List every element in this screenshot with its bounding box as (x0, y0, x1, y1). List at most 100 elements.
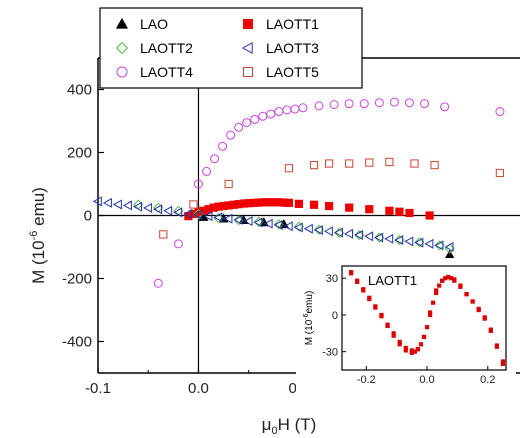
data-point-laott4 (344, 99, 354, 109)
data-point-laott4 (250, 114, 260, 124)
data-point-laott3 (153, 204, 163, 215)
data-point-laott3 (444, 242, 454, 252)
data-point-laott4 (290, 104, 300, 114)
data-point-laott4 (314, 101, 324, 111)
data-point-laott4 (218, 141, 228, 151)
data-point-laott4 (389, 97, 399, 107)
inset-data-point (500, 361, 506, 366)
legend-marker-laott4 (116, 66, 128, 78)
data-point-laott3 (223, 213, 233, 224)
series-laott1 (184, 198, 434, 221)
inset-y-tick-label: 0 (332, 310, 338, 322)
inset-data-point (440, 278, 445, 283)
inset-data-point (488, 328, 493, 333)
data-point-laott5 (430, 161, 439, 170)
legend-label-laott5: LAOTT5 (266, 64, 319, 80)
inset-data-point (424, 325, 430, 330)
inset-data-point (391, 333, 396, 338)
data-point-laott5 (284, 164, 294, 173)
inset-series-label: LAOTT1 (368, 273, 417, 288)
data-point-laott3 (364, 231, 374, 242)
data-point-laott4 (234, 122, 244, 132)
inset-frame (341, 265, 507, 371)
inset-data-point (415, 347, 421, 352)
data-point-laott3 (344, 228, 354, 239)
data-point-laott1 (324, 201, 334, 211)
data-point-laott4 (282, 105, 292, 115)
data-point-laott3 (143, 202, 153, 213)
data-point-laott3 (102, 197, 112, 208)
inset-data-point (373, 305, 378, 310)
legend-label-laott1: LAOTT1 (266, 16, 319, 32)
inset-y-axis-title: M (10-6emu) (303, 291, 315, 346)
inset-y-tick-label: 30 (326, 273, 338, 285)
inset-data-point (427, 310, 433, 315)
x-tick-label: -0.1 (85, 380, 111, 397)
data-point-laott3 (243, 216, 253, 227)
inset-data-point (421, 334, 427, 340)
inset-data-point (470, 299, 475, 304)
inset-data-point (476, 307, 481, 313)
data-point-laott4 (420, 99, 430, 109)
inset-data-point (482, 316, 487, 321)
inset-data-point (379, 314, 384, 319)
inset-x-tick-label: -0.2 (357, 374, 376, 386)
data-point-laott4 (274, 107, 284, 117)
data-point-laott5 (495, 168, 505, 178)
data-point-laott1 (284, 198, 294, 208)
data-point-laott1 (345, 203, 354, 212)
data-point-laott3 (173, 207, 183, 218)
data-point-laott3 (424, 238, 434, 249)
legend-marker-laott5 (243, 67, 253, 77)
data-point-laott4 (258, 111, 268, 121)
data-point-laott3 (414, 237, 424, 248)
data-point-laott4 (495, 107, 505, 117)
data-point-laott3 (163, 205, 173, 216)
data-point-laott1 (395, 207, 404, 216)
legend-marker-lao (115, 17, 129, 29)
inset-x-tick-label: 0.2 (480, 374, 495, 386)
data-point-laott3 (213, 212, 223, 223)
data-point-laott3 (112, 199, 122, 210)
data-point-laott4 (359, 99, 369, 109)
inset-data-point (397, 342, 402, 347)
inset-data-point (418, 342, 424, 347)
inset-data-point (452, 277, 457, 282)
data-point-laott4 (173, 239, 183, 249)
data-point-laott3 (233, 214, 243, 225)
y-axis-title: M (10-6 emu) (28, 187, 48, 284)
data-point-laott3 (394, 235, 404, 246)
data-point-laott1 (405, 208, 414, 218)
data-point-laott3 (303, 223, 313, 234)
data-point-laott3 (203, 211, 213, 222)
data-point-laott4 (440, 102, 450, 112)
data-point-laott3 (354, 230, 364, 241)
data-point-laott5 (189, 200, 198, 209)
inset-data-point (403, 348, 408, 353)
x-tick-label: 0.0 (188, 380, 209, 397)
y-tick-label: 200 (67, 145, 92, 162)
data-point-laott3 (323, 226, 333, 237)
inset-y-tick-label: -30 (322, 347, 338, 359)
data-point-laott4 (202, 166, 212, 176)
legend-label-laott3: LAOTT3 (266, 40, 319, 56)
data-point-laott3 (374, 232, 384, 243)
data-point-laott4 (226, 130, 236, 140)
series-laott3 (92, 196, 454, 252)
data-point-laott4 (329, 100, 339, 110)
data-point-laott3 (434, 240, 444, 251)
inset-data-point (409, 350, 414, 355)
data-point-laott3 (283, 221, 293, 232)
inset-data-point (437, 283, 442, 288)
data-point-laott3 (293, 222, 303, 233)
data-point-laott5 (309, 161, 319, 170)
data-point-laott5 (159, 230, 168, 239)
data-point-laott5 (224, 179, 233, 189)
legend-label-laott2: LAOTT2 (140, 40, 193, 56)
data-point-laott1 (425, 211, 434, 220)
data-point-laott3 (133, 201, 143, 212)
x-axis-title: μ0H (T) (262, 415, 317, 437)
data-point-laott4 (298, 103, 308, 113)
legend-box (99, 7, 363, 89)
